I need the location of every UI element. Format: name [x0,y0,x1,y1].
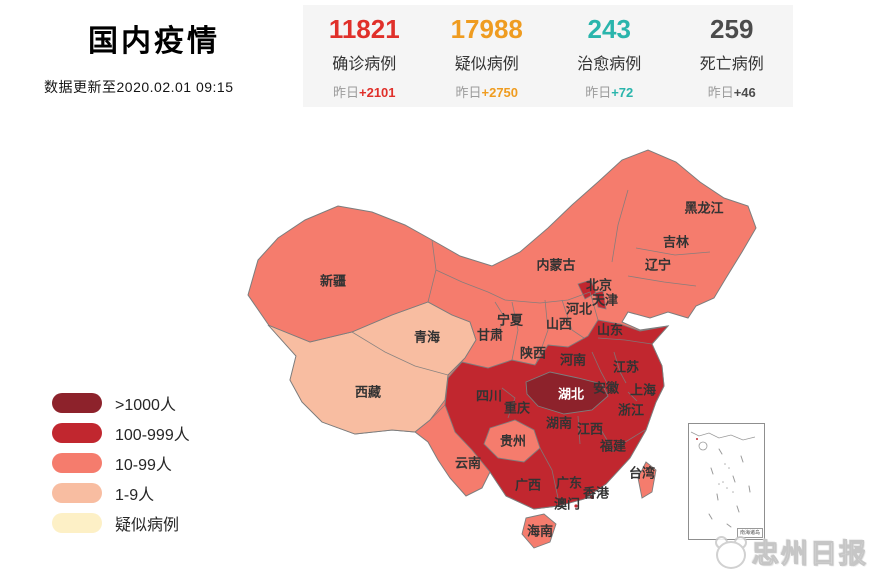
legend-item: 疑似病例 [52,508,190,538]
legend-item: 10-99人 [52,448,190,478]
legend-label: 1-9人 [115,487,155,504]
cured-value: 243 [587,14,631,44]
map-region-hainan [521,513,557,549]
map-region-taiwan [637,461,657,499]
legend-swatch [52,483,102,503]
legend-label: 疑似病例 [115,517,180,534]
confirmed-delta: 昨日+2101 [332,85,396,100]
map-region-tianjin [594,290,607,310]
map-legend: >1000人 100-999人 10-99人 1-9人 疑似病例 [52,388,190,538]
deaths-delta: 昨日+46 [707,85,756,100]
map-region-hongkong [590,495,594,499]
inset-sketch [690,431,756,528]
newspaper-logo-icon [712,535,748,569]
stats-panel: 11821 确诊病例 昨日+2101 17988 疑似病例 昨日+2750 24… [303,5,793,107]
suspected-delta: 昨日+2750 [455,85,519,100]
legend-label: >1000人 [115,397,176,414]
page-title: 国内疫情 [88,25,220,58]
map-region-guizhou [483,419,541,463]
legend-item: 1-9人 [52,478,190,508]
map-region-east-central [444,319,670,510]
legend-label: 10-99人 [115,457,172,474]
legend-swatch [52,453,102,473]
legend-swatch [52,393,102,413]
confirmed-value: 11821 [328,14,400,44]
stat-suspected: 17988 疑似病例 昨日+2750 [426,5,549,107]
legend-item: 100-999人 [52,418,190,448]
inset-label: 南海诸岛 [736,528,763,538]
watermark: 忠州日报 [712,532,868,571]
suspected-label: 疑似病例 [454,56,519,73]
confirmed-label: 确诊病例 [332,56,397,73]
suspected-value: 17988 [450,14,523,44]
legend-item: >1000人 [52,388,190,418]
legend-swatch [52,513,102,533]
deaths-label: 死亡病例 [699,56,764,73]
map-region-hubei [525,371,609,415]
map-region-macau [574,504,578,508]
cured-delta: 昨日+72 [585,85,634,100]
stat-cured: 243 治愈病例 昨日+72 [548,5,671,107]
legend-label: 100-999人 [115,427,190,444]
province-borders [267,189,711,499]
deaths-value: 259 [710,14,754,44]
stat-confirmed: 11821 确诊病例 昨日+2101 [303,5,426,107]
watermark-text: 忠州日报 [752,539,868,570]
legend-swatch [52,423,102,443]
south-china-sea-inset: 南海诸岛 [688,423,765,540]
stat-deaths: 259 死亡病例 昨日+46 [671,5,794,107]
cured-label: 治愈病例 [577,56,642,73]
update-time: 数据更新至2020.02.01 09:15 [44,79,234,95]
